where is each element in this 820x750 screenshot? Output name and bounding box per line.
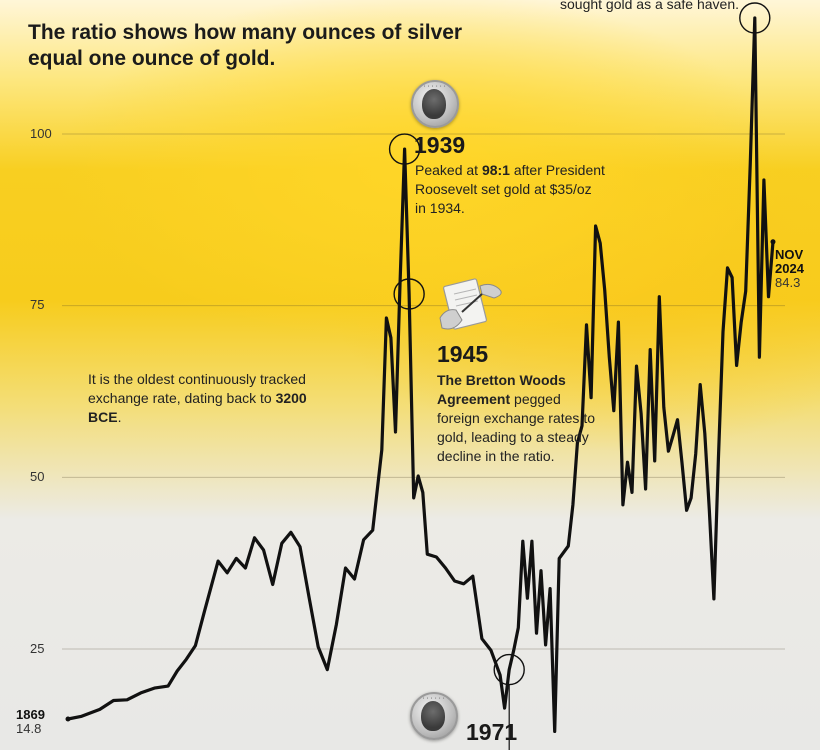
nixon-coin-icon: · · · · · · xyxy=(410,692,458,740)
hand-with-pen-icon xyxy=(439,278,502,330)
annotation-oldest-rate: It is the oldest continuously tracked ex… xyxy=(88,371,307,425)
end-value: 84.3 xyxy=(775,275,801,290)
end-month: NOV xyxy=(775,247,804,262)
start-year: 1869 xyxy=(16,707,45,722)
chart-subtitle: The ratio shows how many ounces of silve… xyxy=(28,21,463,70)
annotation-1939-year: 1939 xyxy=(414,132,466,158)
annotation-1971-year: 1971 xyxy=(466,719,518,745)
roosevelt-coin-icon: · · · · · · xyxy=(411,80,459,128)
start-value: 14.8 xyxy=(16,721,42,736)
end-year: 2024 xyxy=(775,261,804,276)
y-tick-25: 25 xyxy=(30,641,45,656)
end-label: NOV 2024 84.3 xyxy=(775,248,804,290)
series-line-gold-silver-ratio xyxy=(67,16,775,733)
start-label: 1869 14.8 xyxy=(16,708,45,736)
top-caption: sought gold as a safe haven. xyxy=(560,0,740,12)
y-tick-75: 75 xyxy=(30,297,45,312)
y-tick-100: 100 xyxy=(30,126,52,141)
annotation-1945-year: 1945 xyxy=(437,341,489,367)
highlight-markers xyxy=(65,2,776,750)
y-tick-50: 50 xyxy=(30,469,45,484)
annotation-1945-text: The Bretton Woods Agreement pegged forei… xyxy=(437,372,595,464)
grid-lines xyxy=(62,133,785,650)
annotation-1939-text: Peaked at 98:1 after President Roosevelt… xyxy=(415,162,605,216)
